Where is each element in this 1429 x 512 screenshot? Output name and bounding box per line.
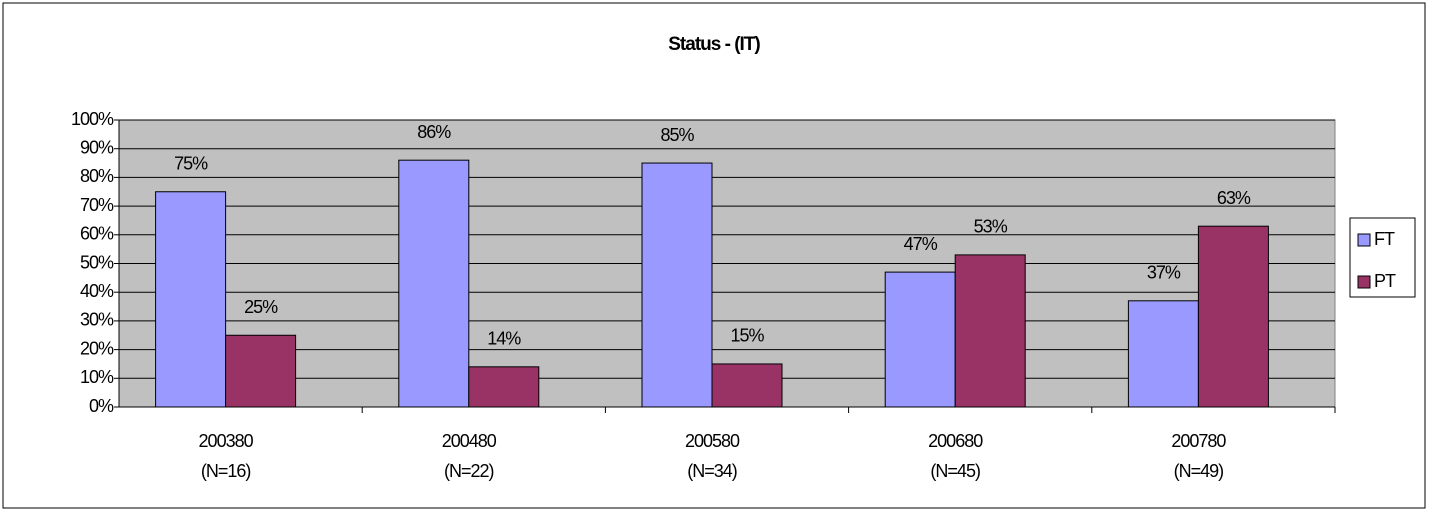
chart-title: Status - (IT) [668,34,760,55]
value-label: 25% [244,297,278,317]
value-label: 47% [904,234,938,254]
x-tick-label: 200680 (N=45) [928,431,983,481]
y-tick-label: 40% [80,281,114,301]
y-tick-label: 70% [80,195,114,215]
bar [954,254,1026,408]
y-tick-label: 90% [80,137,114,157]
y-tick-label: 100% [71,109,114,129]
value-label: 75% [174,154,208,174]
y-tick-label: 60% [80,224,114,244]
y-tick-label: 10% [80,367,114,387]
value-label: 14% [487,329,521,349]
y-tick-label: 80% [80,166,114,186]
y-tick-label: 20% [80,338,114,358]
value-label: 63% [1217,188,1251,208]
value-label: 86% [417,122,451,142]
value-label: 15% [730,326,764,346]
x-tick-label: 200380 (N=16) [199,431,254,481]
bar [711,363,783,408]
legend-label: FT [1374,229,1395,249]
y-tick-label: 50% [80,252,114,272]
value-label: 85% [660,125,694,145]
y-tick-label: 30% [80,310,114,330]
bar [1197,225,1269,408]
bar [155,191,227,408]
x-tick-label: 200480 (N=22) [442,431,497,481]
bar [225,334,297,408]
value-label: 37% [1147,263,1181,283]
legend-swatch [1357,275,1371,289]
bar [398,159,470,408]
y-tick-label: 0% [89,396,114,416]
bar [641,162,713,408]
bar [468,366,540,408]
x-tick-label: 200580 (N=34) [685,431,740,481]
legend-swatch [1357,233,1371,247]
bar [884,271,956,408]
bar [1127,300,1199,408]
x-tick-label: 200780 (N=49) [1171,431,1226,481]
value-label: 53% [974,217,1008,237]
legend-label: PT [1374,271,1396,291]
